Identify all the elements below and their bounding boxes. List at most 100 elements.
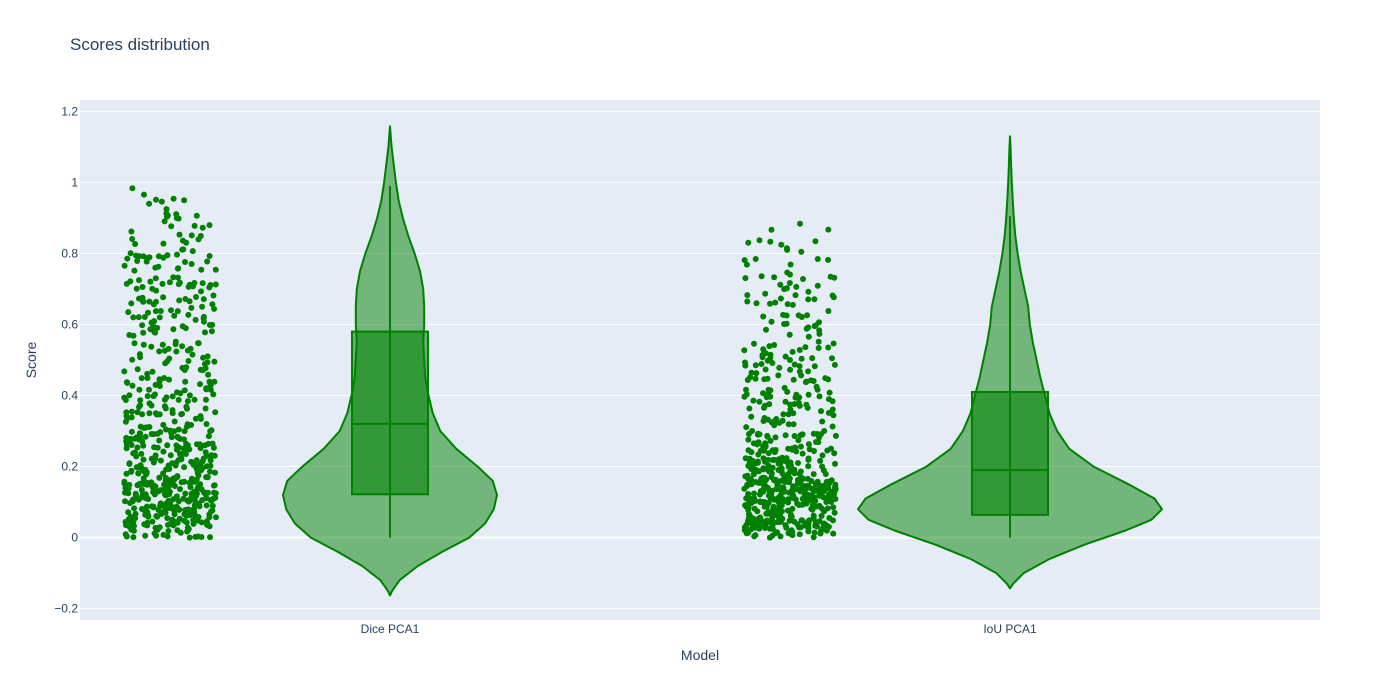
data-point (140, 341, 147, 348)
data-point (825, 226, 832, 233)
data-point (744, 481, 751, 488)
data-point (748, 413, 755, 420)
data-point (828, 477, 835, 484)
data-point (784, 246, 791, 253)
data-point (169, 410, 176, 417)
data-point (751, 490, 757, 497)
data-point (171, 428, 178, 435)
data-point (166, 355, 173, 362)
data-point (766, 466, 773, 473)
data-point (191, 280, 198, 286)
data-point (127, 278, 134, 285)
data-point (744, 377, 751, 383)
data-point (171, 418, 178, 425)
data-point (816, 502, 823, 509)
data-point (177, 529, 184, 536)
data-point (743, 261, 750, 268)
data-point (767, 300, 773, 307)
data-point (178, 456, 185, 463)
data-point (157, 429, 164, 436)
data-point (124, 255, 131, 262)
data-point (746, 405, 753, 412)
data-point (826, 389, 833, 396)
data-point (820, 494, 827, 501)
data-point (793, 283, 800, 290)
data-point (193, 457, 200, 464)
data-point (800, 494, 807, 501)
data-point (199, 497, 206, 504)
data-point (752, 362, 759, 369)
data-point (187, 345, 194, 352)
data-point (170, 195, 177, 202)
data-point (805, 391, 812, 398)
data-point (745, 447, 752, 454)
y-tick-label: 0.6 (61, 317, 78, 331)
data-point (830, 294, 837, 301)
data-point (805, 324, 812, 331)
data-point (825, 409, 832, 416)
data-point (176, 506, 183, 513)
data-point (149, 518, 156, 525)
data-point (128, 228, 135, 235)
data-point (777, 281, 784, 288)
plot-area (80, 100, 1320, 620)
data-point (123, 470, 130, 477)
data-point (133, 252, 140, 259)
data-point (156, 348, 163, 355)
data-point (144, 375, 151, 381)
data-point (785, 421, 792, 428)
data-point (767, 387, 774, 394)
y-axis-title: Score (23, 342, 39, 379)
data-point (164, 212, 171, 219)
data-point (212, 469, 218, 476)
data-point (132, 241, 139, 247)
data-point (208, 427, 215, 434)
data-point (162, 360, 169, 367)
data-point (203, 396, 209, 403)
data-point (152, 329, 159, 336)
data-point (777, 295, 784, 302)
data-point (775, 372, 782, 379)
data-point (805, 368, 812, 375)
data-point (750, 515, 757, 522)
data-point (146, 410, 153, 417)
data-point (816, 319, 822, 326)
data-point (160, 531, 167, 538)
data-point (190, 520, 197, 527)
data-point (741, 347, 748, 354)
data-point (152, 524, 159, 531)
data-point (142, 532, 149, 539)
data-point (173, 348, 180, 355)
data-point (809, 355, 816, 362)
data-point (742, 455, 749, 462)
data-point (813, 439, 819, 445)
data-point (202, 449, 209, 456)
data-point (175, 426, 182, 433)
data-point (831, 450, 838, 457)
data-point (814, 282, 821, 289)
data-point (128, 467, 135, 474)
data-point (206, 322, 213, 328)
data-point (166, 376, 172, 383)
data-point (831, 509, 838, 516)
data-point (831, 361, 838, 368)
data-point (149, 368, 156, 375)
data-point (789, 505, 796, 512)
data-point (821, 520, 828, 527)
data-point (160, 421, 167, 428)
data-point (126, 439, 133, 446)
data-point (785, 445, 792, 452)
data-point (811, 296, 818, 303)
box (971, 390, 1049, 516)
data-point (748, 369, 755, 376)
data-point (802, 379, 809, 386)
data-point (181, 511, 188, 518)
data-point (762, 522, 768, 529)
data-point (783, 320, 790, 327)
data-point (142, 511, 149, 518)
data-point (781, 384, 788, 391)
data-point (175, 498, 182, 505)
data-point (174, 308, 181, 315)
data-point (199, 224, 206, 231)
chart-title: Scores distribution (70, 35, 210, 54)
